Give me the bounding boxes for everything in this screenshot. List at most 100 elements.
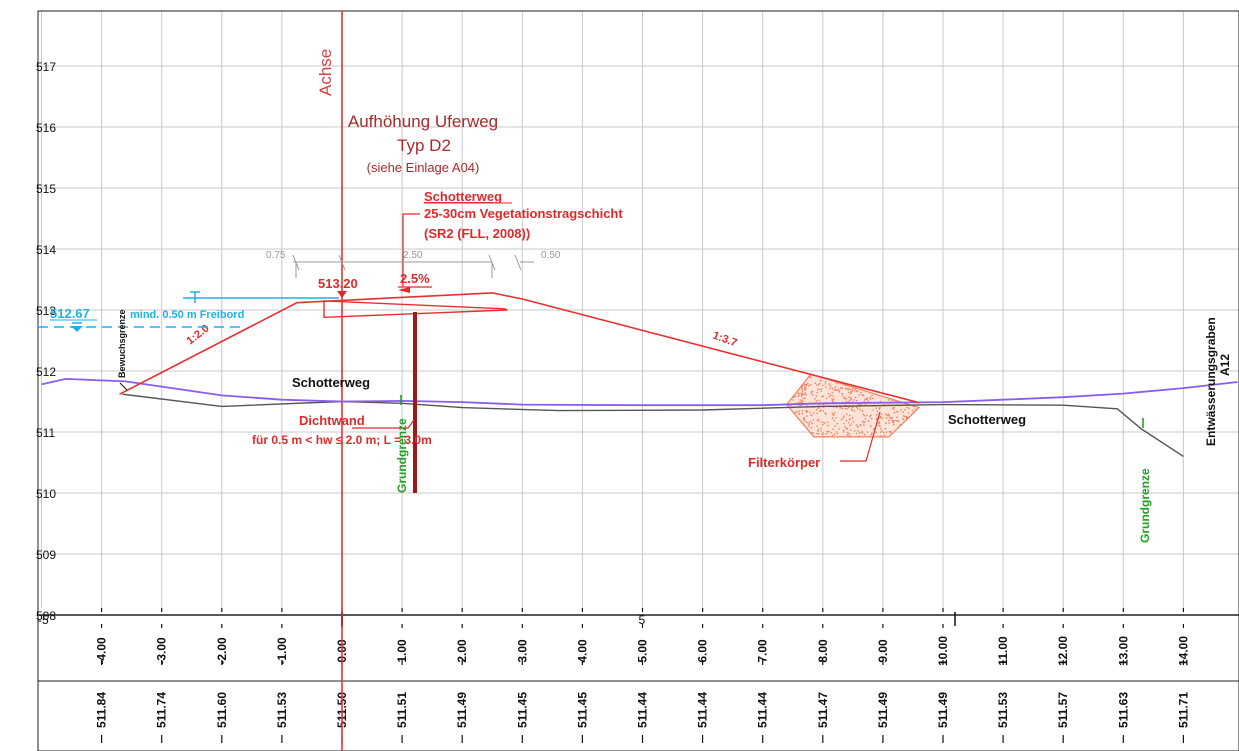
filter-dot xyxy=(847,421,850,424)
filter-dot xyxy=(815,400,818,402)
filter-dot xyxy=(824,381,827,383)
filter-dot xyxy=(834,386,837,389)
filter-dot xyxy=(798,410,801,412)
filter-dot xyxy=(803,397,806,399)
filter-dot xyxy=(888,399,890,401)
filter-dot xyxy=(869,425,872,428)
dichtwand-spec: für 0.5 m < hw ≤ 2.0 m; L = 3.0m xyxy=(252,433,432,447)
filter-dot xyxy=(822,395,824,398)
filter-dot xyxy=(906,406,908,409)
filter-dot xyxy=(851,417,854,420)
ground-elev-label: 511.57 xyxy=(1056,692,1070,728)
filter-dot xyxy=(800,395,803,397)
filter-dot xyxy=(801,390,804,392)
dim-050: 0.50 xyxy=(541,250,561,261)
filter-dot xyxy=(816,425,818,428)
filter-dot xyxy=(900,409,902,411)
filter-dot xyxy=(872,409,874,411)
filter-dot xyxy=(850,423,853,425)
vegetation-layer-label: 25-30cm Vegetationstragschicht xyxy=(424,206,623,221)
filter-dot xyxy=(828,395,831,398)
filter-dot xyxy=(880,413,883,416)
filter-dot xyxy=(876,410,879,413)
filter-dot xyxy=(893,408,895,411)
dimension-lines xyxy=(292,254,534,278)
filter-dot xyxy=(902,415,905,417)
filter-dot xyxy=(816,419,819,422)
filter-dot xyxy=(849,424,851,427)
dichtwand-label: Dichtwand xyxy=(299,413,365,428)
filter-dot xyxy=(896,420,898,422)
filter-dot xyxy=(849,418,851,421)
filter-dot xyxy=(806,427,808,430)
station-label: 9.00 xyxy=(876,639,890,663)
filter-dot xyxy=(817,432,820,435)
filter-dot xyxy=(867,420,870,422)
filter-dot xyxy=(801,410,804,412)
y-tick-label: 508 xyxy=(36,609,56,623)
filter-dot xyxy=(867,400,869,403)
filter-dot xyxy=(815,408,818,411)
filter-dot xyxy=(822,384,824,387)
filter-dot xyxy=(803,416,805,419)
filter-dot xyxy=(869,398,872,400)
filter-dot xyxy=(808,375,810,378)
filter-dot xyxy=(850,399,853,401)
filter-dot xyxy=(818,383,820,386)
filter-dot xyxy=(878,422,880,425)
filter-dot xyxy=(848,432,850,435)
filter-dot xyxy=(872,428,875,430)
entwaesserung-label: Entwässerungsgraben xyxy=(1204,317,1218,446)
filter-dot xyxy=(869,415,871,418)
filter-dot xyxy=(817,418,820,421)
station-label: 1.00 xyxy=(395,639,409,663)
filter-dot xyxy=(846,413,848,416)
filter-dot xyxy=(850,429,852,432)
filter-dot xyxy=(835,431,838,433)
filter-dot xyxy=(835,382,838,385)
filter-dot xyxy=(863,414,866,417)
filter-dot xyxy=(814,382,817,385)
ground-elev-label: 511.44 xyxy=(756,692,770,728)
filter-dot xyxy=(902,418,904,420)
cross-slope: 2.5% xyxy=(400,271,430,286)
filter-dot xyxy=(831,399,833,402)
filter-dot xyxy=(805,411,808,413)
x-label-5: 5 xyxy=(639,613,646,627)
filter-dot xyxy=(801,392,804,395)
filter-dot xyxy=(857,430,859,432)
filter-dot xyxy=(831,398,833,400)
filter-dot xyxy=(792,395,795,398)
filter-dot xyxy=(829,387,831,390)
filter-dot xyxy=(792,399,794,401)
filter-dot xyxy=(808,425,810,427)
filter-dot xyxy=(808,421,811,424)
filter-dot xyxy=(891,416,893,419)
filter-dot xyxy=(833,398,835,401)
filter-dot xyxy=(829,385,832,387)
station-label: 2.00 xyxy=(455,639,469,663)
filter-dot xyxy=(841,395,844,397)
schotterweg-header: Schotterweg xyxy=(424,189,502,204)
filter-dot xyxy=(844,384,846,387)
filter-dot xyxy=(879,416,881,419)
filter-dot xyxy=(880,428,882,430)
filter-dot xyxy=(805,393,807,396)
filter-dot xyxy=(806,415,808,417)
filter-dot xyxy=(896,416,898,419)
station-label: 10.00 xyxy=(936,636,950,666)
filter-dot xyxy=(846,387,849,390)
filter-dot xyxy=(854,396,857,399)
filter-dot xyxy=(888,419,890,422)
station-label: 12.00 xyxy=(1056,636,1070,666)
filter-dot xyxy=(908,407,910,410)
slope-right-label: 1:3.7 xyxy=(711,330,739,350)
station-label: -2.00 xyxy=(215,637,229,665)
filter-dot xyxy=(801,388,803,391)
filter-dot xyxy=(887,414,890,417)
filter-dot xyxy=(853,410,856,412)
filter-dot xyxy=(816,412,818,415)
y-axis-ticks: 517 516 515 514 513 512 511 510 509 508 xyxy=(36,60,56,623)
terrain-line xyxy=(41,377,1238,407)
filter-dot xyxy=(892,419,895,422)
